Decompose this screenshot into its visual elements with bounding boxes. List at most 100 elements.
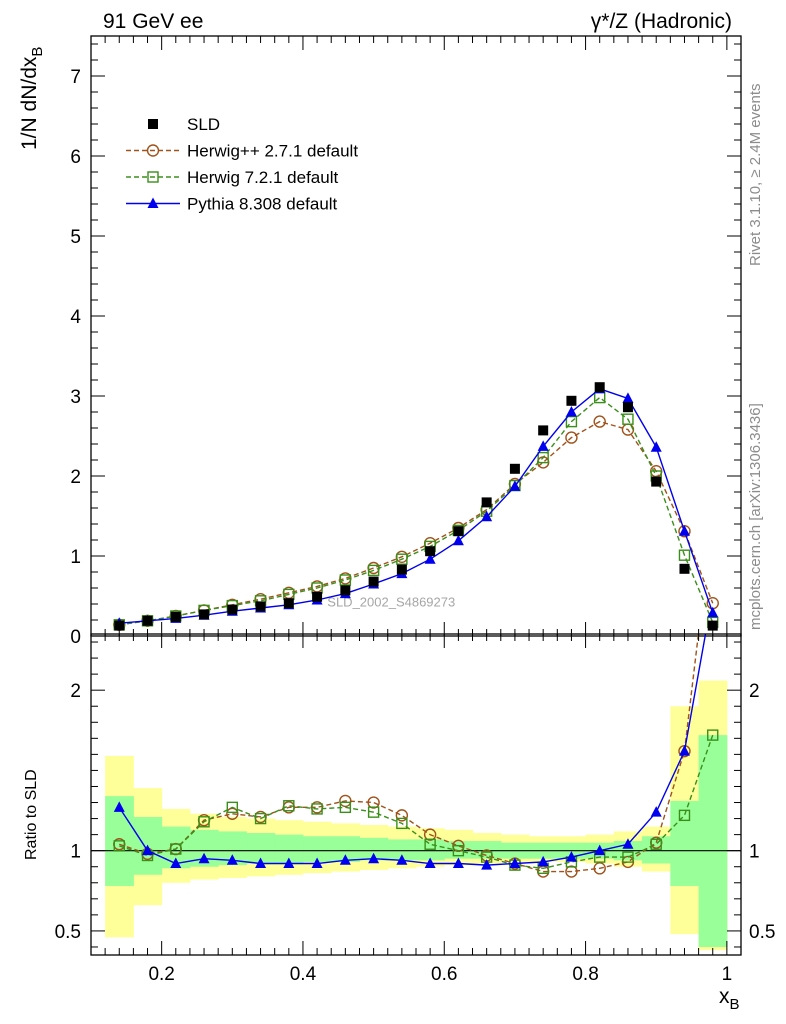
ratio-herwig7-point: [339, 801, 352, 814]
main-herwigpp-point: [565, 431, 578, 444]
x-tick-label: 0.2: [148, 964, 174, 985]
ratio-herwigpp-point: [395, 809, 409, 822]
main-herwig7-point: [367, 564, 380, 577]
uncertainty-bands: [105, 680, 728, 951]
ratio-herwig7-point: [170, 843, 182, 855]
rivet-label: Rivet 3.1.10, ≥ 2.4M events: [747, 84, 764, 267]
ratio-pythia-point: [481, 859, 493, 870]
x-axis-label-subscript: B: [730, 996, 740, 1013]
main-pythia-point: [707, 606, 719, 618]
main-ylabel-subscript: B: [29, 47, 46, 57]
ratio-pythia-point: [170, 857, 182, 869]
main-data-point: [396, 564, 407, 575]
band-inner: [359, 837, 389, 861]
ratio-herwig7-point: [650, 838, 662, 850]
band-inner: [670, 800, 700, 886]
main-y-tick-label: 2: [70, 467, 81, 488]
ratio-pythia-point: [113, 801, 125, 812]
ratio-frame: [90, 633, 742, 956]
main-pythia-point: [481, 510, 493, 522]
legend-entry: SLD: [148, 115, 220, 134]
ratio-herwig7-point: [283, 800, 295, 812]
ratio-pythia-point: [255, 857, 267, 869]
right-title: γ*/Z (Hadronic): [591, 10, 732, 33]
main-pythia-point: [537, 440, 549, 451]
watermark-text: SLD_2002_S4869273: [327, 594, 455, 609]
main-pythia-point: [622, 392, 634, 403]
legend-label: Pythia 8.308 default: [187, 195, 338, 214]
main-data-point: [227, 604, 238, 615]
left-title: 91 GeV ee: [103, 10, 203, 33]
ratio-pythia-point: [678, 745, 690, 756]
main-data-point: [453, 526, 464, 537]
main-data-point: [368, 576, 379, 587]
ratio-herwig7-point: [424, 838, 436, 850]
ratio-pythia-point: [452, 857, 464, 869]
ratio-pythia-point: [339, 854, 351, 865]
ratio-herwig7-point: [311, 803, 323, 815]
ratio-y-tick-label-right: 2: [749, 681, 760, 702]
x-axis-label: xB: [719, 985, 740, 1013]
ratio-axes: 0.5 0.5 1 1 2 2 0.2 0.4 0.6 0.8 1: [55, 633, 775, 985]
ratio-herwigpp-line: [119, 634, 700, 873]
legend-entry: Pythia 8.308 default: [126, 195, 338, 214]
main-data-point: [651, 476, 662, 487]
main-pythia-point: [452, 534, 464, 546]
ratio-herwig7-point: [254, 812, 267, 825]
main-herwigpp-point: [593, 415, 606, 428]
main-y-tick-label: 5: [70, 227, 81, 248]
main-data-point: [509, 463, 520, 474]
main-data-point: [594, 382, 605, 393]
main-pythia-point: [565, 406, 577, 417]
main-series-layer: [113, 382, 719, 631]
main-data-point: [170, 611, 181, 622]
ratio-pythia-series: [113, 634, 707, 870]
ratio-pythia-point: [622, 838, 634, 849]
main-y-tick-label: 7: [70, 67, 81, 88]
ratio-pythia-point: [594, 844, 606, 856]
band-inner: [387, 839, 417, 861]
main-data-point: [255, 601, 266, 612]
ratio-pythia-point: [509, 857, 521, 869]
main-data-point: [199, 609, 210, 620]
band-inner: [444, 841, 474, 859]
ratio-pythia-point: [311, 857, 323, 869]
ratio-herwig7-point: [198, 816, 210, 828]
legend-label: Herwig++ 2.7.1 default: [187, 142, 358, 161]
main-data-point: [340, 585, 351, 596]
ratio-herwig7-point: [452, 844, 465, 857]
main-herwig7-point: [339, 574, 352, 586]
ratio-herwig7-point: [678, 809, 691, 822]
main-pythia-point: [509, 480, 521, 491]
ratio-herwigpp-point: [423, 828, 437, 841]
main-data-point: [114, 620, 125, 631]
ratio-herwig7-point: [367, 806, 380, 818]
legend-marker: [147, 197, 159, 208]
main-data-point: [538, 425, 549, 436]
ratio-pythia-point: [650, 806, 662, 817]
ratio-pythia-point: [142, 844, 154, 856]
main-data-point: [312, 591, 323, 602]
ratio-pythia-point: [424, 857, 436, 869]
x-tick-label: 0.6: [431, 964, 457, 985]
ratio-herwigpp-point: [367, 796, 380, 809]
ratio-herwig7-point: [226, 801, 239, 814]
legend-marker: [148, 119, 158, 129]
main-herwig7-point: [622, 413, 634, 425]
ratio-y-tick-label-right: 1: [749, 842, 760, 863]
x-tick-label: 0.8: [572, 964, 598, 985]
main-axes: 0 1 2 3 4 5 6 7: [70, 35, 742, 648]
ratio-pythia-line: [118, 634, 707, 866]
main-herwig7-point: [565, 415, 578, 428]
main-data-point: [481, 497, 492, 508]
main-data-point: [142, 615, 153, 626]
ratio-herwig7-point: [396, 817, 408, 830]
ratio-herwigpp-point: [226, 807, 239, 820]
main-herwig7-point: [537, 451, 549, 464]
ratio-herwigpp-point: [707, 508, 718, 519]
ratio-pythia-point: [198, 852, 210, 864]
main-y-tick-label: 4: [70, 307, 81, 328]
main-pythia-point: [650, 441, 662, 452]
main-pythia-point: [424, 553, 436, 564]
ratio-herwig7-point: [622, 851, 634, 863]
